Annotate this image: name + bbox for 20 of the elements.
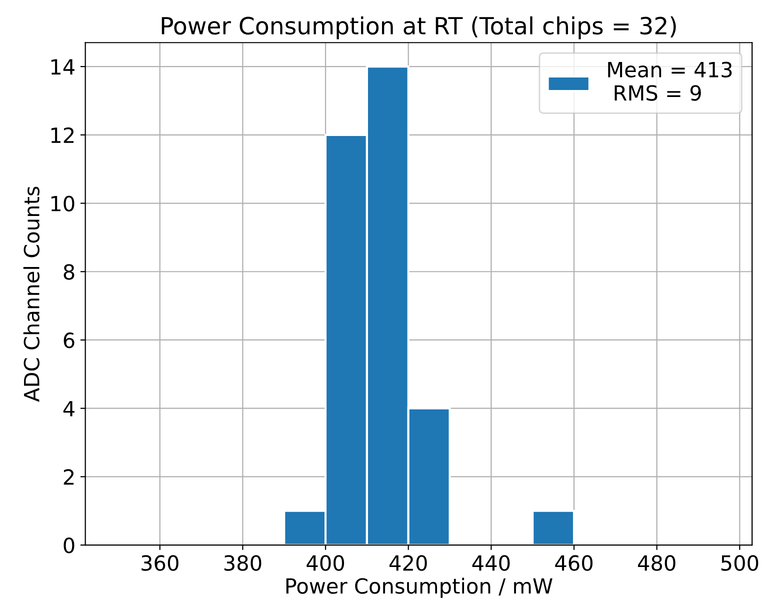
y-tick-label: 12 xyxy=(51,127,74,143)
legend-label: Mean = 413 RMS = 9 xyxy=(608,62,732,101)
y-tick-label: 8 xyxy=(64,264,74,280)
y-tick-label: 2 xyxy=(64,469,74,485)
x-tick-label: 440 xyxy=(472,555,510,571)
x-tick-label: 460 xyxy=(555,555,593,571)
x-tick-label: 360 xyxy=(142,555,178,571)
y-axis-title: ADC Channel Counts xyxy=(23,186,40,402)
y-tick-label: 0 xyxy=(64,538,74,554)
y-tick-label: 6 xyxy=(64,332,74,348)
x-axis-title: Power Consumption / mW xyxy=(286,578,552,598)
x-tick-label: 380 xyxy=(224,555,262,571)
x-tick-label: 480 xyxy=(638,555,676,571)
chart-title: Power Consumption at RT (Total chips = 32) xyxy=(162,16,676,40)
y-tick-label: 10 xyxy=(51,196,74,212)
y-tick-label: 4 xyxy=(63,401,74,416)
x-tick-label: 500 xyxy=(721,555,758,571)
x-tick-label: 420 xyxy=(390,555,427,571)
x-tick-label: 400 xyxy=(306,555,344,571)
y-tick-label: 14 xyxy=(51,59,74,74)
